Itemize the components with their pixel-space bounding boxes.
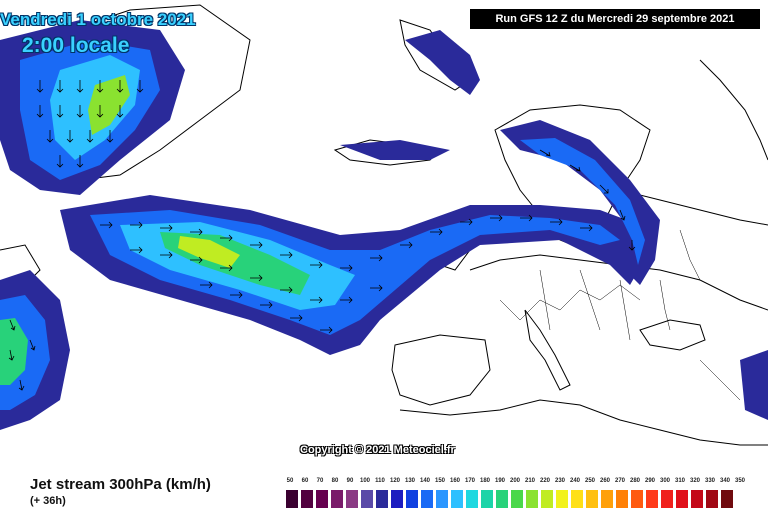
scale-label: 200: [509, 478, 520, 484]
legend-footer: Jet stream 300hPa (km/h) (+ 36h) 50 60 70 8…: [0, 470, 768, 512]
scale-label: 230: [554, 478, 565, 484]
model-run-label: Run GFS 12 Z du Mercredi 29 septembre 20…: [470, 9, 760, 29]
copyright-notice: Copyright © 2021 Meteociel.fr: [300, 444, 455, 456]
scale-label: 70: [316, 478, 324, 484]
scale-label: 180: [479, 478, 490, 484]
scale-swatch: [616, 490, 629, 508]
scale-swatch: [421, 490, 434, 508]
scandinavia-outline: [494, 104, 651, 251]
scale-label: 50: [286, 478, 294, 484]
country-borders: [499, 229, 741, 401]
legend-title: Jet stream 300hPa (km/h): [30, 476, 211, 493]
scale-label: 110: [375, 478, 385, 484]
scale-swatch: [331, 490, 344, 508]
scale-label: 160: [449, 478, 460, 484]
scale-label: 250: [584, 478, 595, 484]
italy-outline: [524, 309, 571, 391]
scale-swatch: [481, 490, 494, 508]
scale-swatch: [466, 490, 479, 508]
arrows-southwest: [8, 319, 36, 391]
scale-swatch: [706, 490, 719, 508]
scale-label: 60: [301, 478, 309, 484]
scale-label: 170: [464, 478, 475, 484]
arrows-greenland: [36, 80, 144, 168]
scale-swatch: [361, 490, 374, 508]
forecast-time: 2:00 locale: [22, 34, 130, 57]
scale-label: 90: [346, 478, 354, 484]
jet-band-iceland: [340, 140, 450, 160]
forecast-date: Vendredi 1 octobre 2021: [0, 10, 196, 29]
scale-label: 300: [659, 478, 670, 484]
scale-swatch: [556, 490, 569, 508]
scale-label: 150: [434, 478, 445, 484]
scale-label: 320: [689, 478, 700, 484]
scale-swatch: [436, 490, 449, 508]
norway-coast: [699, 59, 768, 161]
scale-swatch: [601, 490, 614, 508]
scale-label: 240: [569, 478, 580, 484]
scale-label: 80: [331, 478, 339, 484]
scale-swatch: [376, 490, 389, 508]
map-canvas: [0, 4, 768, 446]
scale-swatch: [661, 490, 674, 508]
scale-swatch: [631, 490, 644, 508]
scale-swatch: [391, 490, 404, 508]
scale-label: 260: [599, 478, 610, 484]
iberia-outline: [391, 334, 491, 406]
scale-swatch: [301, 490, 314, 508]
arrows-atlantic: [100, 214, 593, 334]
scale-swatch: [316, 490, 329, 508]
scale-swatch: [496, 490, 509, 508]
scale-swatch: [511, 490, 524, 508]
scale-label: 270: [614, 478, 625, 484]
jet-band-svalbard: [405, 30, 480, 95]
jet-stream-bands: [0, 20, 768, 430]
black-sea-outline: [639, 319, 706, 351]
scale-label: 130: [404, 478, 415, 484]
north-africa-coast: [399, 399, 768, 446]
scale-swatch: [721, 490, 734, 508]
scale-swatch: [541, 490, 554, 508]
scale-label: 350: [734, 478, 745, 484]
scale-swatch: [451, 490, 464, 508]
scale-swatch: [571, 490, 584, 508]
wind-arrows: [8, 80, 636, 391]
scale-label: 340: [719, 478, 730, 484]
jet-band-east: [740, 350, 768, 420]
scale-swatch: [676, 490, 689, 508]
scale-swatch: [586, 490, 599, 508]
scale-swatch: [286, 490, 299, 508]
jet-stream-map: Vendredi 1 octobre 2021 2:00 locale Run …: [0, 4, 768, 456]
scale-label: 140: [419, 478, 430, 484]
color-scale: 50 60 70 80 90 100 110 120 130 140 150 160 170 180 190…: [284, 478, 754, 510]
jet-band-atlantic-max: [178, 236, 240, 268]
scale-label: 280: [629, 478, 640, 484]
jet-band-southwest-core: [0, 318, 28, 385]
scale-label: 290: [644, 478, 655, 484]
scale-swatch: [406, 490, 419, 508]
scale-swatch: [646, 490, 659, 508]
scale-label: 100: [359, 478, 370, 484]
scale-label: 210: [524, 478, 535, 484]
scale-label: 330: [704, 478, 715, 484]
arrows-scandinavia: [539, 149, 636, 251]
scale-label: 120: [389, 478, 400, 484]
jet-band-scandinavia-inner: [520, 138, 645, 265]
scale-swatch: [526, 490, 539, 508]
scale-label: 310: [674, 478, 685, 484]
russia-borders: [619, 189, 768, 226]
forecast-offset: (+ 36h): [30, 495, 66, 507]
scale-label: 220: [539, 478, 550, 484]
scale-swatch: [346, 490, 359, 508]
scale-swatch: [691, 490, 704, 508]
scale-label: 190: [494, 478, 505, 484]
